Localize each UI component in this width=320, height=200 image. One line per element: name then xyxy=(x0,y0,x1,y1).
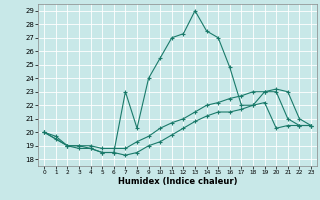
X-axis label: Humidex (Indice chaleur): Humidex (Indice chaleur) xyxy=(118,177,237,186)
